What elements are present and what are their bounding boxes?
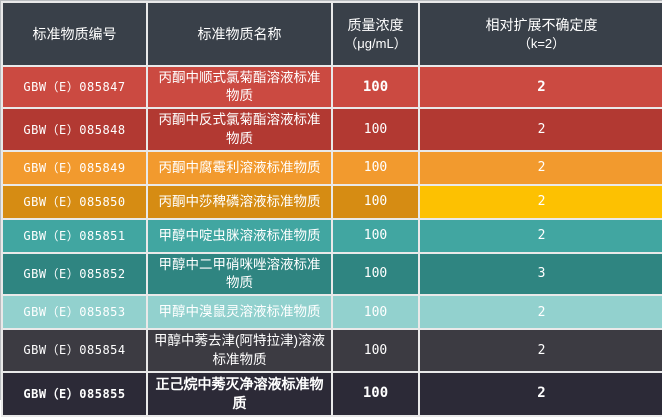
material-concentration: 100 [331,217,420,254]
material-uncertainty: 2 [418,328,662,373]
material-code: GBW（E）085855 [1,370,148,417]
material-code: GBW（E）085849 [1,149,148,186]
table-row: GBW（E）085854 甲醇中莠去津(阿特拉津)溶液标准物质 100 2 [1,328,662,373]
column-header-uncertainty: 相对扩展不确定度 （k=2） [418,1,662,67]
table-row: GBW（E）085849 丙酮中腐霉利溶液标准物质 100 2 [1,149,662,186]
material-name: 丙酮中反式氯菊酯溶液标准物质 [146,107,333,152]
table-row: GBW（E）085852 甲醇中二甲硝咪唑溶液标准物质 100 3 [1,251,662,297]
column-header-code: 标准物质编号 [1,1,148,67]
material-name: 正己烷中莠灭净溶液标准物质 [146,370,333,417]
material-code: GBW（E）085852 [1,251,148,297]
table-row: GBW（E）085853 甲醇中溴鼠灵溶液标准物质 100 2 [1,294,662,331]
material-uncertainty: 2 [418,149,662,186]
material-concentration: 100 [331,251,420,297]
material-name: 丙酮中腐霉利溶液标准物质 [146,149,333,186]
material-name: 甲醇中啶虫脒溶液标准物质 [146,217,333,254]
material-name: 丙酮中顺式氯菊酯溶液标准物质 [146,64,333,110]
material-concentration: 100 [331,370,420,417]
material-concentration: 100 [331,328,420,373]
uncertainty-header-line1: 相对扩展不确定度 [485,16,598,33]
material-name: 甲醇中莠去津(阿特拉津)溶液标准物质 [146,328,333,373]
material-name: 甲醇中溴鼠灵溶液标准物质 [146,294,333,331]
table-row: GBW（E）085850 丙酮中莎稗磷溶液标准物质 100 2 [1,183,662,220]
material-uncertainty: 3 [418,251,662,297]
column-header-name: 标准物质名称 [146,1,333,67]
material-code: GBW（E）085848 [1,107,148,152]
material-code: GBW（E）085853 [1,294,148,331]
material-uncertainty-highlighted: 2 [418,183,662,220]
table-row: GBW（E）085855 正己烷中莠灭净溶液标准物质 100 2 [1,370,662,417]
material-name: 甲醇中二甲硝咪唑溶液标准物质 [146,251,333,297]
material-concentration: 100 [331,149,420,186]
material-concentration: 100 [331,64,420,110]
material-uncertainty: 2 [418,294,662,331]
material-concentration: 100 [331,294,420,331]
material-concentration: 100 [331,107,420,152]
material-code: GBW（E）085851 [1,217,148,254]
material-code: GBW（E）085854 [1,328,148,373]
material-code: GBW（E）085847 [1,64,148,110]
table-row: GBW（E）085848 丙酮中反式氯菊酯溶液标准物质 100 2 [1,107,662,152]
concentration-header-unit: （μg/mL） [344,35,407,51]
material-uncertainty: 2 [418,217,662,254]
uncertainty-header-k: （k=2） [517,35,566,51]
material-uncertainty: 2 [418,370,662,417]
table-row: GBW（E）085851 甲醇中啶虫脒溶液标准物质 100 2 [1,217,662,254]
material-uncertainty: 2 [418,64,662,110]
material-code: GBW（E）085850 [1,183,148,220]
concentration-header-line1: 质量浓度 [347,16,404,33]
material-name: 丙酮中莎稗磷溶液标准物质 [146,183,333,220]
material-concentration: 100 [331,183,420,220]
column-header-concentration: 质量浓度 （μg/mL） [331,1,420,67]
material-uncertainty: 2 [418,107,662,152]
table-header-row: 标准物质编号 标准物质名称 质量浓度 （μg/mL） 相对扩展不确定度 （k=2… [1,1,662,67]
table-row: GBW（E）085847 丙酮中顺式氯菊酯溶液标准物质 100 2 [1,64,662,110]
